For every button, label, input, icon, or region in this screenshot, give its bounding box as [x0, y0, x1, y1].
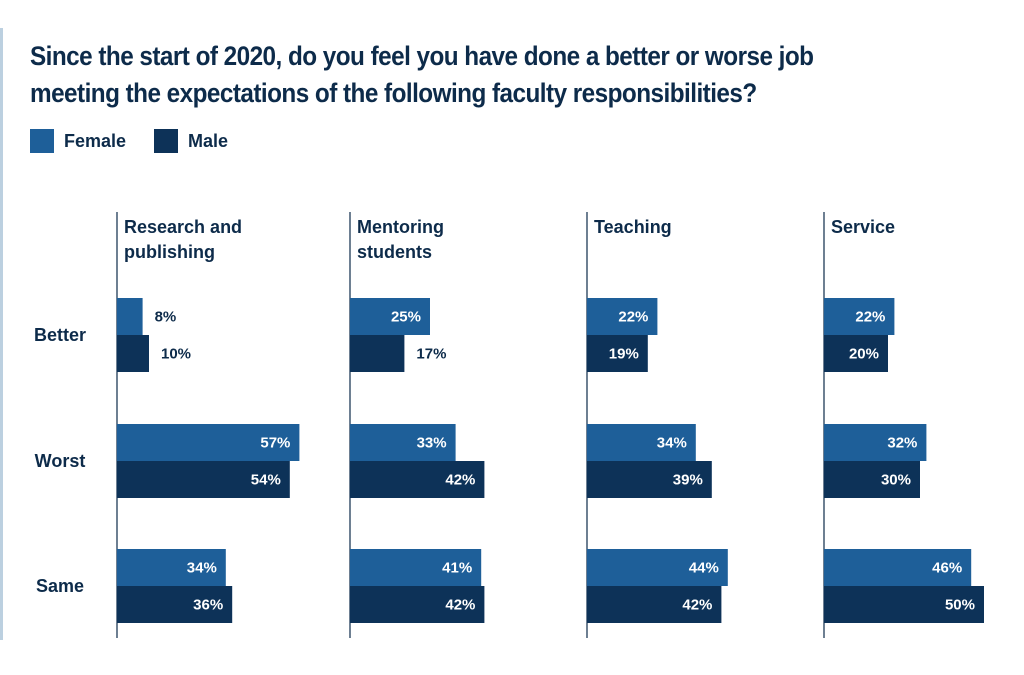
panel-title-research-and-publishing-line-2: publishing	[124, 242, 215, 262]
bar-research-and-publishing-better-female	[117, 298, 143, 335]
legend-item-male: Male	[154, 129, 228, 153]
data-label-service-better-male: 20%	[849, 346, 879, 363]
legend: Female Male	[30, 127, 256, 155]
data-label-teaching-worst-male: 39%	[673, 472, 703, 489]
bar-research-and-publishing-same-female	[117, 549, 226, 586]
bar-mentoring-students-worst-female	[350, 424, 456, 461]
left-accent-rule	[0, 28, 3, 640]
legend-item-female: Female	[30, 129, 126, 153]
data-label-research-and-publishing-better-female: 8%	[155, 309, 177, 326]
bar-teaching-same-male	[587, 586, 722, 623]
bar-service-same-female	[824, 549, 972, 586]
legend-swatch-female	[30, 129, 54, 153]
row-label-worst: Worst	[35, 451, 86, 471]
legend-label-female: Female	[64, 130, 127, 151]
data-label-service-same-male: 50%	[945, 597, 975, 614]
bar-teaching-better-male	[587, 335, 648, 372]
bar-service-worst-male	[824, 461, 920, 498]
data-label-teaching-better-female: 22%	[618, 309, 648, 326]
data-label-mentoring-students-better-male: 17%	[416, 346, 446, 363]
bar-research-and-publishing-worst-male	[117, 461, 290, 498]
data-label-research-and-publishing-same-male: 36%	[193, 597, 223, 614]
bar-service-worst-female	[824, 424, 927, 461]
data-label-teaching-better-male: 19%	[609, 346, 639, 363]
panel-title-mentoring-students-line-2: students	[357, 242, 432, 262]
data-label-teaching-worst-female: 34%	[657, 435, 687, 452]
bar-mentoring-students-better-male	[350, 335, 405, 372]
bar-teaching-better-female	[587, 298, 658, 335]
bar-mentoring-students-better-female	[350, 298, 430, 335]
data-label-mentoring-students-worst-male: 42%	[445, 472, 475, 489]
bar-mentoring-students-worst-male	[350, 461, 485, 498]
data-label-service-better-female: 22%	[855, 309, 885, 326]
panel-title-mentoring-students-line-1: Mentoring	[357, 217, 444, 237]
bar-teaching-worst-male	[587, 461, 712, 498]
data-label-service-worst-male: 30%	[881, 472, 911, 489]
panel-title-teaching-line-1: Teaching	[594, 217, 672, 237]
bar-research-and-publishing-same-male	[117, 586, 233, 623]
data-label-research-and-publishing-same-female: 34%	[187, 560, 217, 577]
data-label-teaching-same-female: 44%	[689, 560, 719, 577]
bar-research-and-publishing-better-male	[117, 335, 149, 372]
data-label-teaching-same-male: 42%	[682, 597, 712, 614]
bar-service-better-female	[824, 298, 895, 335]
bar-teaching-same-female	[587, 549, 728, 586]
bar-mentoring-students-same-male	[350, 586, 485, 623]
row-label-same: Same	[36, 576, 84, 596]
data-label-service-same-female: 46%	[932, 560, 962, 577]
panel-title-service-line-1: Service	[831, 217, 895, 237]
legend-swatch-male	[154, 129, 179, 153]
data-label-mentoring-students-worst-female: 33%	[417, 435, 447, 452]
row-label-better: Better	[34, 325, 86, 345]
data-label-service-worst-female: 32%	[887, 435, 917, 452]
data-label-research-and-publishing-worst-female: 57%	[260, 435, 290, 452]
data-label-research-and-publishing-worst-male: 54%	[251, 472, 281, 489]
legend-label-male: Male	[188, 130, 229, 151]
bar-teaching-worst-female	[587, 424, 696, 461]
chart-title: Since the start of 2020, do you feel you…	[30, 41, 814, 108]
bar-research-and-publishing-worst-female	[117, 424, 300, 461]
bar-mentoring-students-same-female	[350, 549, 482, 586]
bar-service-better-male	[824, 335, 888, 372]
data-label-mentoring-students-same-female: 41%	[442, 560, 472, 577]
panel-title-research-and-publishing-line-1: Research and	[124, 217, 242, 237]
bar-service-same-male	[824, 586, 984, 623]
data-label-research-and-publishing-better-male: 10%	[161, 346, 191, 363]
data-label-mentoring-students-better-female: 25%	[391, 309, 421, 326]
data-label-mentoring-students-same-male: 42%	[445, 597, 475, 614]
